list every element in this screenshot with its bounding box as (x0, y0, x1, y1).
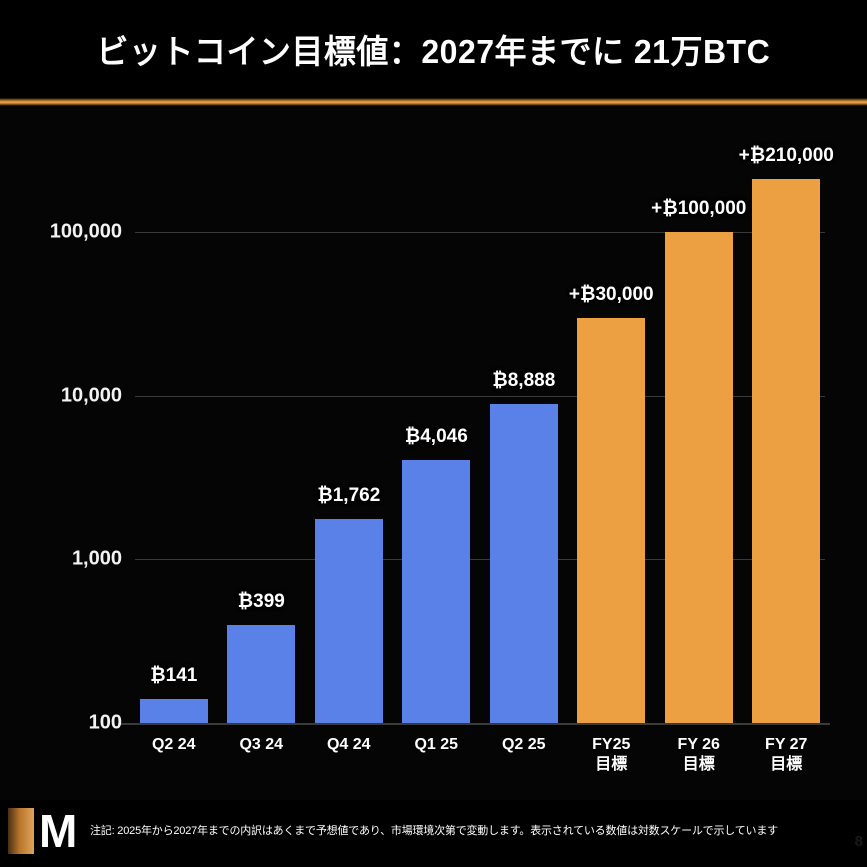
chart-footer: M 注記: 2025年から2027年までの内訳はあくまで予想値であり、市場環境次… (0, 800, 867, 867)
x-axis-tick-label: Q1 25 (414, 736, 459, 753)
x-axis-label-group: FY25 目標 (551, 735, 671, 775)
bar-Q2-25[interactable] (489, 404, 558, 723)
x-axis-label-group: FY 26 目標 (639, 735, 759, 775)
bar-value-label: ₿399 (237, 590, 285, 612)
x-axis-label-group: Q1 25 (376, 735, 496, 755)
x-axis-tick-label: FY 27 (765, 736, 808, 753)
logo-bar-icon (8, 808, 34, 854)
bar-value-label: ₿4,046 (404, 425, 468, 447)
x-axis-tick-label: FY25 (592, 736, 631, 753)
bar-value-label: +₿210,000 (738, 145, 834, 167)
x-axis-label-group: Q2 25 (464, 735, 584, 755)
y-axis-tick-label: 1,000 (71, 547, 122, 570)
bar-value-label: ₿1,762 (317, 485, 381, 507)
bar-value-label: +₿30,000 (568, 283, 654, 305)
bar-value-label: ₿8,888 (492, 370, 556, 392)
bar-Q4-24[interactable] (314, 519, 383, 723)
bar-Q1-25[interactable] (402, 459, 471, 723)
chart-header: ビットコイン目標値：2027年までに 21万BTC (0, 0, 867, 98)
bar-FY25-目標[interactable] (577, 317, 646, 723)
bar-FY-27-目標[interactable] (752, 179, 821, 723)
x-axis-tick-label: FY 26 (677, 736, 720, 753)
x-axis-tick-sublabel: 目標 (595, 756, 628, 773)
y-axis-tick-label: 100 (88, 711, 122, 734)
header-divider (0, 98, 867, 106)
x-axis-tick-label: Q4 24 (326, 736, 371, 753)
bar-Q3-24[interactable] (227, 624, 296, 723)
brand-logo: M (8, 805, 100, 857)
bar-value-label: +₿100,000 (651, 198, 747, 219)
y-axis-tick-label: 100,000 (49, 220, 122, 243)
bar-Q2-24[interactable] (139, 698, 208, 723)
page-number: 8 (854, 833, 863, 850)
x-axis-label-group: Q3 24 (201, 735, 321, 755)
x-axis-tick-sublabel: 目標 (682, 756, 715, 773)
chart-plot-area: 100 1,000 10,000 100,000 ₿141 ₿399 ₿1,762 ₿4,0… (0, 106, 867, 800)
x-axis-label-group: Q2 24 (114, 735, 234, 755)
x-axis-tick-label: Q3 24 (239, 736, 284, 753)
gridline-100 (118, 723, 830, 725)
x-axis-tick-sublabel: 目標 (770, 756, 803, 773)
x-axis-tick-label: Q2 24 (151, 736, 196, 753)
bar-value-label: ₿141 (150, 664, 198, 686)
gridline-1000 (135, 559, 825, 561)
logo-letter: M (39, 805, 77, 857)
x-axis-tick-label: Q2 25 (501, 736, 546, 753)
footnote: 注記: 2025年から2027年までの内訳はあくまで予想値であり、市場環境次第で… (90, 825, 778, 837)
page-title: ビットコイン目標値：2027年までに 21万BTC (96, 33, 771, 70)
y-axis-tick-label: 10,000 (60, 384, 122, 407)
x-axis-label-group: FY 27 目標 (726, 735, 846, 775)
x-axis-label-group: Q4 24 (289, 735, 409, 755)
gridline-100000 (135, 232, 825, 233)
bar-FY-26-目標[interactable] (664, 232, 733, 723)
gridline-10000 (135, 395, 825, 397)
